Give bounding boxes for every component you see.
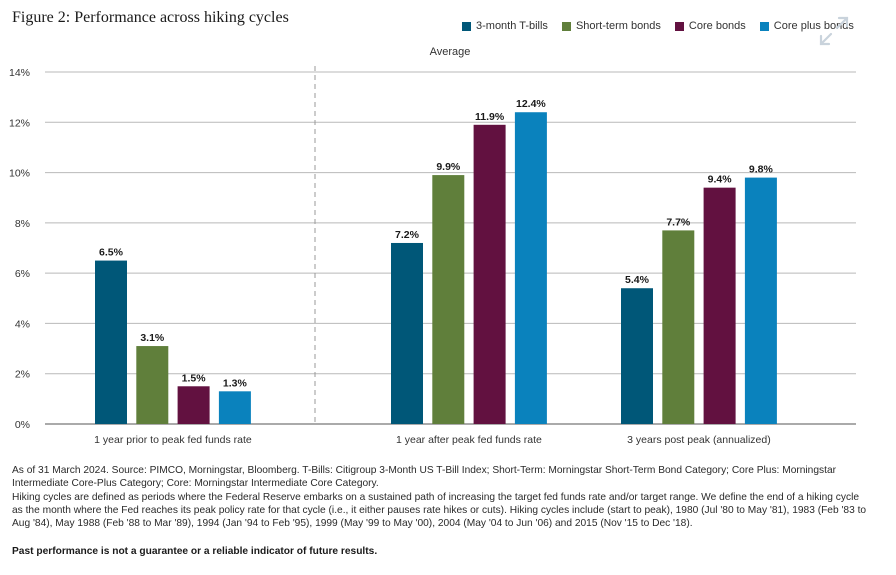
- bar-chart: 0% 2% 4% 6% 8% 10% 12% 14% Average 6.5% 3.1% 1.5%…: [9, 46, 856, 446]
- y-tick-label: 12%: [9, 117, 30, 129]
- data-label: 9.8%: [749, 164, 774, 176]
- legend-swatch: [674, 21, 684, 31]
- bar: [703, 187, 736, 424]
- legend-item-short-term: Short-term bonds: [561, 20, 661, 32]
- legend-item-core: Core bonds: [674, 20, 746, 32]
- chart-legend: 3-month T-bills Short-term bonds Core bo…: [462, 20, 854, 32]
- x-category-label: 1 year after peak fed funds rate: [396, 434, 542, 446]
- legend-item-core-plus: Core plus bonds: [759, 20, 854, 32]
- disclaimer: Past performance is not a guarantee or a…: [12, 546, 378, 557]
- x-axis: 1 year prior to peak fed funds rate 1 yea…: [94, 434, 771, 446]
- y-tick-label: 0%: [15, 419, 30, 431]
- bar: [136, 346, 169, 424]
- data-label: 1.3%: [223, 377, 248, 389]
- bar: [177, 386, 210, 424]
- chart-bars: 6.5% 3.1% 1.5% 1.3% 7.2% 9.9% 11.9% 12.4% 5.4% 7.…: [95, 98, 777, 425]
- y-tick-label: 4%: [15, 318, 30, 330]
- data-label: 7.7%: [666, 216, 691, 228]
- legend-label: Short-term bonds: [575, 20, 661, 32]
- y-axis: 0% 2% 4% 6% 8% 10% 12% 14%: [9, 67, 30, 431]
- data-label: 12.4%: [516, 98, 546, 110]
- y-tick-label: 8%: [15, 218, 30, 230]
- figure-title: Figure 2: Performance across hiking cycl…: [12, 9, 289, 26]
- x-category-label: 3 years post peak (annualized): [627, 434, 771, 446]
- legend-swatch: [759, 21, 769, 31]
- data-label: 9.9%: [436, 161, 461, 173]
- source-note: As of 31 March 2024. Source: PIMCO, Morn…: [12, 465, 836, 489]
- data-label: 3.1%: [140, 332, 165, 344]
- bar: [432, 175, 465, 424]
- average-annotation: Average: [430, 46, 471, 58]
- data-label: 1.5%: [182, 372, 207, 384]
- y-tick-label: 6%: [15, 268, 30, 280]
- legend-label: 3-month T-bills: [476, 20, 548, 32]
- bar: [218, 391, 251, 424]
- expand-icon[interactable]: [817, 14, 851, 48]
- data-label: 5.4%: [625, 274, 650, 286]
- bar: [514, 112, 547, 424]
- y-tick-label: 14%: [9, 67, 30, 79]
- legend-swatch: [462, 21, 471, 31]
- legend-label: Core plus bonds: [773, 20, 854, 32]
- bar: [621, 288, 653, 424]
- y-tick-label: 10%: [9, 168, 30, 180]
- data-label: 7.2%: [395, 229, 420, 241]
- legend-swatch: [561, 21, 571, 31]
- bar: [95, 260, 127, 424]
- legend-item-tbills: 3-month T-bills: [462, 20, 548, 32]
- data-label: 11.9%: [475, 111, 505, 123]
- y-tick-label: 2%: [15, 369, 30, 381]
- data-label: 9.4%: [708, 174, 733, 186]
- bar: [473, 124, 506, 425]
- x-category-label: 1 year prior to peak fed funds rate: [94, 434, 252, 446]
- bar: [744, 177, 777, 424]
- bar: [662, 230, 695, 424]
- definition-note: Hiking cycles are defined as periods whe…: [12, 492, 867, 529]
- legend-label: Core bonds: [688, 20, 746, 32]
- data-label: 6.5%: [99, 247, 124, 259]
- bar: [391, 242, 423, 424]
